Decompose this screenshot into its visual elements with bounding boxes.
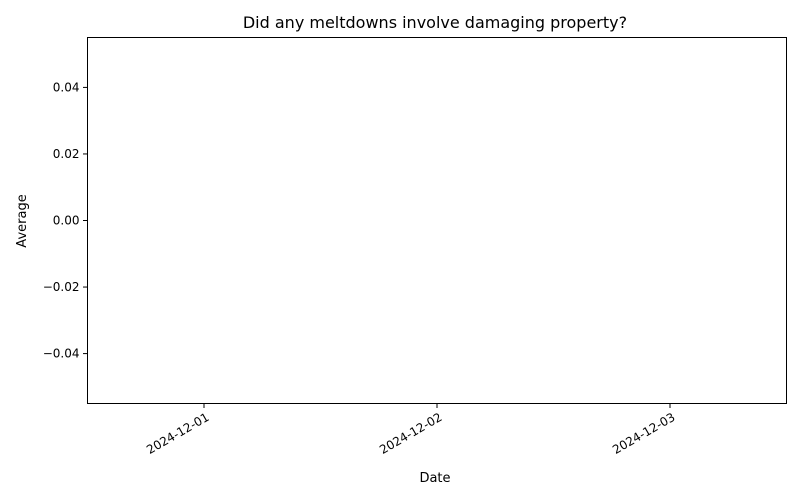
y-axis: 0.04 0.02 0.00 −0.02 −0.04 (43, 80, 88, 361)
y-tick-label: −0.04 (43, 347, 80, 361)
y-axis-label: Average (15, 194, 30, 247)
x-tick-label: 2024-12-03 (610, 410, 677, 457)
y-tick-label: −0.02 (43, 280, 80, 294)
x-axis-label: Date (419, 471, 450, 486)
x-tick-label: 2024-12-01 (144, 410, 211, 457)
y-tick-label: 0.00 (53, 214, 80, 228)
x-tick-label: 2024-12-02 (377, 410, 444, 457)
x-axis: 2024-12-01 2024-12-02 2024-12-03 (144, 403, 678, 457)
plot-area (87, 37, 787, 404)
chart-title: Did any meltdowns involve damaging prope… (243, 13, 627, 32)
y-tick-label: 0.04 (53, 80, 80, 94)
y-tick-label: 0.02 (53, 147, 80, 161)
